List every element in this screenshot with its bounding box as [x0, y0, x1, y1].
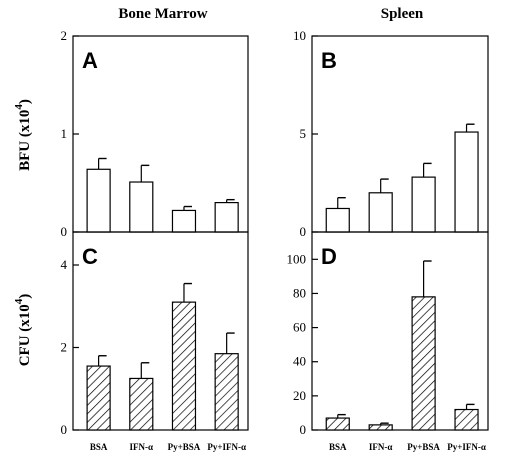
panel-d-category-label: BSA — [329, 442, 347, 452]
panel-b-bar — [325, 207, 350, 233]
panel-c-category-label: Py+IFN-α — [207, 442, 246, 452]
panel-d-ytick-label: 20 — [293, 388, 306, 403]
panel-b-ytick-label: 10 — [293, 28, 306, 43]
panel-d-category-label: Py+BSA — [407, 442, 440, 452]
panel-d-letter: D — [321, 244, 337, 269]
panel-b: 0 5 10 B — [293, 28, 489, 239]
panel-d-category-label: Py+IFN-α — [447, 442, 486, 452]
svg-text:BFU (x104): BFU (x104) — [13, 99, 33, 171]
ylabel-bfu-close: ) — [17, 99, 33, 104]
panel-a-bar — [171, 209, 197, 233]
panel-a-bar — [86, 168, 111, 233]
ylabel-cfu-exponent: 4 — [13, 298, 25, 304]
panel-a: 0 1 2A — [61, 28, 249, 239]
ylabel-cfu-text: CFU (x10 — [17, 304, 33, 366]
panel-c: 0 2 4 C BSA IFN-α Py+BSA Py+IFN-α — [61, 231, 249, 452]
panel-d-bar — [368, 424, 393, 431]
ylabel-bfu-text: BFU (x10 — [17, 110, 33, 171]
panel-c-category-label: IFN-α — [130, 442, 154, 452]
panel-d-bar — [411, 296, 436, 431]
panel-d: 0 20 40 60 80 100 D BSA IFN-α Py+BSA Py+IFN-α — [287, 231, 489, 452]
svg-text:CFU (x104): CFU (x104) — [13, 294, 33, 367]
panel-b-bar — [368, 192, 393, 233]
panel-c-category-label: Py+BSA — [168, 442, 201, 452]
panel-a-bar — [129, 181, 154, 233]
panel-a-ytick-label: 1 — [61, 126, 68, 141]
panel-d-bar — [454, 408, 479, 431]
panel-a-letter: A — [82, 48, 98, 73]
panel-c-category-label: BSA — [90, 442, 108, 452]
panel-c-ytick-label: 4 — [61, 257, 68, 272]
panel-b-ytick-label: 5 — [300, 126, 307, 141]
column-title-bone-marrow: Bone Marrow — [118, 6, 207, 22]
panel-b-bar — [454, 131, 479, 233]
panel-d-category-label: IFN-α — [369, 442, 393, 452]
panel-b-letter: B — [321, 48, 337, 73]
panel-c-ytick-label: 0 — [61, 422, 68, 437]
column-title-spleen: Spleen — [381, 6, 424, 22]
panel-c-bar — [129, 377, 154, 431]
panel-a-ytick-label: 0 — [61, 224, 68, 239]
panel-b-bar — [411, 176, 436, 233]
panel-d-ytick-label: 100 — [287, 251, 307, 266]
y-axis-label-bfu: BFU (x104) — [13, 99, 33, 171]
panel-a-ytick-label: 2 — [61, 28, 68, 43]
panel-d-ytick-label: 40 — [293, 354, 306, 369]
panel-c-frame — [72, 231, 249, 431]
panel-d-ytick-label: 80 — [293, 285, 306, 300]
panel-d-frame — [311, 231, 489, 431]
panel-c-bar — [171, 301, 197, 431]
panel-c-ytick-label: 2 — [61, 340, 68, 355]
panel-a-bar — [214, 202, 239, 233]
panel-c-letter: C — [82, 244, 98, 269]
y-axis-label-cfu: CFU (x104) — [13, 294, 33, 367]
panel-d-ytick-label: 60 — [293, 320, 306, 335]
panel-d-ytick-label: 0 — [300, 422, 307, 437]
panel-d-bar — [325, 417, 350, 431]
panel-c-bar — [86, 365, 111, 431]
ylabel-cfu-close: ) — [17, 294, 33, 299]
panel-b-ytick-label: 0 — [300, 224, 307, 239]
ylabel-bfu-exponent: 4 — [13, 104, 25, 110]
panel-c-bar — [214, 353, 239, 431]
